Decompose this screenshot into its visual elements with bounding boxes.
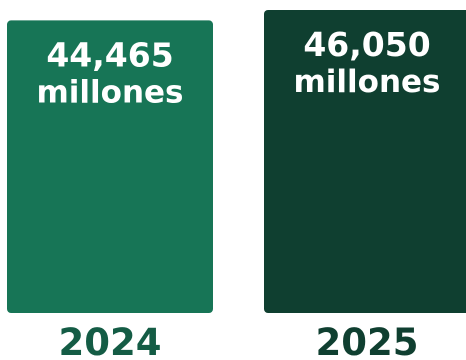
bar-2025: [264, 10, 466, 313]
bar-value-label-2024: 44,465: [46, 35, 173, 74]
x-tick-label-2025: 2025: [316, 321, 419, 360]
bar-2024: [7, 20, 213, 314]
x-tick-label-2024: 2024: [59, 321, 162, 360]
bar-value-label-2025: 46,050: [303, 25, 430, 64]
bar-unit-label-2024: millones: [36, 74, 183, 110]
bar-unit-label-2025: millones: [293, 64, 440, 100]
